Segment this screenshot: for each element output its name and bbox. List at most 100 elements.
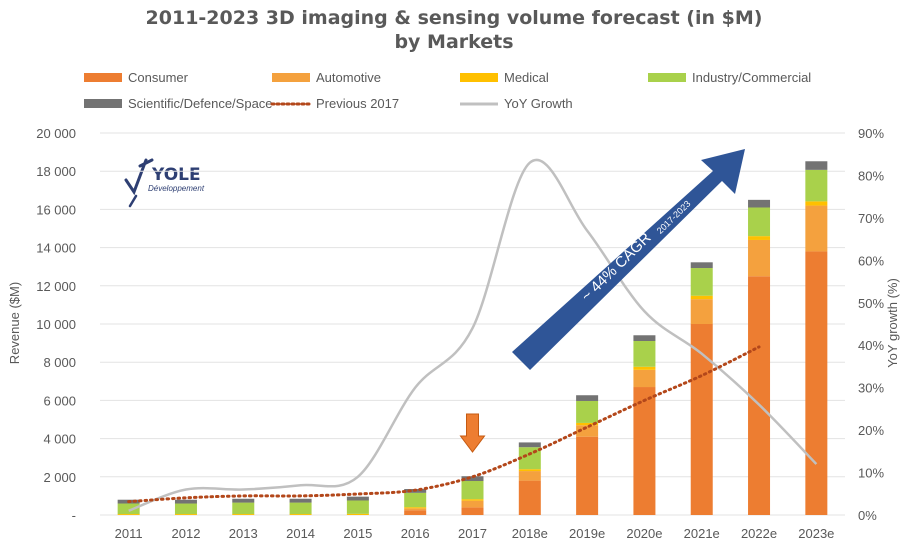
bar-scientific-defence-space [232,498,255,503]
y2-tick-label: 20% [858,423,884,438]
x-tick-label: 2022e [741,526,777,541]
legend-swatch-medical [460,73,498,82]
bar-medical [174,514,197,515]
chart-title-line1: 2011-2023 3D imaging & sensing volume fo… [146,7,763,29]
bar-automotive [633,369,656,388]
yoy-growth-line [128,158,818,512]
x-tick-label: 2023e [798,526,834,541]
bar-industry-commercial [748,207,771,237]
y-tick-label: 2 000 [43,470,76,485]
bar-consumer [748,276,771,515]
bar-industry-commercial [232,502,255,515]
legend: Consumer Automotive Medical Industry/Com… [84,70,811,111]
yole-logo-icon [124,158,154,196]
bar-industry-commercial [461,481,484,500]
bar-consumer [805,251,828,516]
bar-medical [690,295,713,300]
x-tick-label: 2015 [343,526,372,541]
bar-scientific-defence-space [748,199,771,208]
y-tick-label: 16 000 [36,202,76,217]
bar-medical [404,507,427,509]
x-tick-label: 2013 [229,526,258,541]
bar-automotive [576,425,599,437]
y-tick-label: 18 000 [36,164,76,179]
bar-medical [633,366,656,370]
bar-scientific-defence-space [346,496,369,501]
bar-industry-commercial [805,169,828,202]
bar-consumer [690,324,713,515]
bar-automotive [805,205,828,252]
x-tick-label: 2018e [512,526,548,541]
bar-industry-commercial [576,400,599,423]
bar-scientific-defence-space [289,498,312,503]
bar-industry-commercial [518,447,541,470]
cagr-arrow-shape [512,149,745,370]
legend-swatch-scientific [84,99,122,108]
bar-industry-commercial [289,502,312,515]
bar-medical [805,201,828,206]
bar-industry-commercial [117,503,140,515]
bar-medical [576,422,599,426]
bar-consumer [576,436,599,515]
y-tick-label: 14 000 [36,241,76,256]
y2-tick-label: 50% [858,296,884,311]
y2-tick-label: 90% [858,126,884,141]
x-tick-label: 2016 [401,526,430,541]
bar-scientific-defence-space [805,161,828,170]
highlight-arrow-2017 [459,413,486,453]
bar-industry-commercial [633,340,656,367]
bar-automotive [404,508,427,511]
bar-scientific-defence-space [633,335,656,341]
bar-industry-commercial [174,503,197,515]
bar-medical [518,469,541,472]
legend-swatch-industry [648,73,686,82]
legend-label-consumer: Consumer [128,70,189,85]
legend-swatch-automotive [272,73,310,82]
bar-automotive [518,471,541,481]
legend-swatch-consumer [84,73,122,82]
y-tick-label: 4 000 [43,432,76,447]
bar-scientific-defence-space [461,476,484,482]
bar-consumer [461,507,484,515]
x-tick-label: 2020e [626,526,662,541]
y2-tick-label: 70% [858,211,884,226]
bar-industry-commercial [404,492,427,508]
y-tick-label: 6 000 [43,393,76,408]
bar-medical [346,513,369,515]
x-tick-label: 2021e [684,526,720,541]
chart-title-line2: by Markets [394,31,513,53]
y2-tick-label: 0% [858,508,877,523]
x-tick-label: 2019e [569,526,605,541]
bar-medical [748,236,771,240]
bar-consumer [633,387,656,515]
bar-consumer [518,480,541,515]
bar-scientific-defence-space [174,499,197,504]
legend-label-medical: Medical [504,70,549,85]
yole-logo-mark [128,194,138,208]
bar-medical [232,514,255,515]
y2-tick-label: 30% [858,381,884,396]
legend-label-previous: Previous 2017 [316,96,399,111]
x-tick-label: 2012 [172,526,201,541]
y-tick-label: 20 000 [36,126,76,141]
y-axis-title: Revenue ($M) [7,282,22,364]
x-tick-label: 2017 [458,526,487,541]
y2-axis-title: YoY growth (%) [885,278,900,368]
yole-logo: YOLE Développement [124,158,205,208]
bar-consumer [404,510,427,515]
y-tick-label: 12 000 [36,279,76,294]
y2-tick-label: 10% [858,466,884,481]
cagr-label: ~ 44% CAGR [578,229,655,305]
y-tick-label: 8 000 [43,355,76,370]
bar-automotive [461,500,484,508]
y2-tick-label: 60% [858,253,884,268]
previous-2017-line [127,345,761,504]
bar-medical [117,514,140,515]
bar-industry-commercial [346,500,369,514]
bar-medical [289,514,312,515]
y2-tick-label: 40% [858,338,884,353]
y-tick-label: 10 000 [36,317,76,332]
legend-label-industry: Industry/Commercial [692,70,811,85]
bar-medical [461,499,484,501]
